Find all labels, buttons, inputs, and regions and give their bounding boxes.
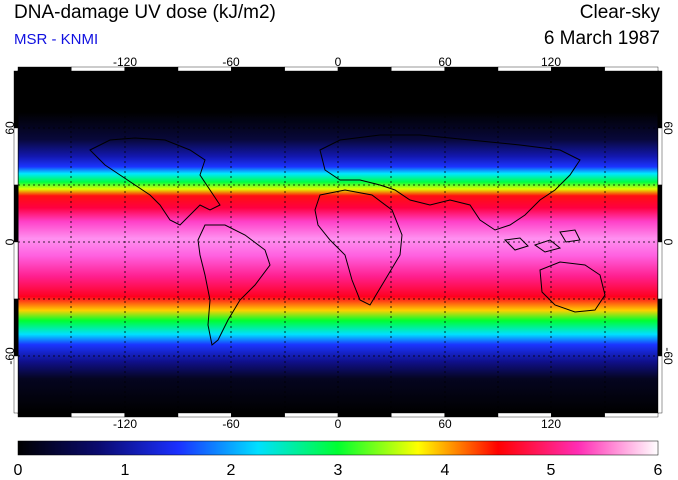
frame-segment (604, 66, 659, 72)
frame-segment (391, 412, 445, 418)
lat-labels-left: 60 0 -60 (3, 121, 17, 365)
frame-segment (444, 66, 499, 72)
lon-label-top: 120 (541, 55, 561, 69)
frame-segment (337, 412, 392, 418)
frame-segment (13, 70, 19, 129)
lon-label-top: 60 (438, 55, 452, 69)
lat-labels-right: 60 0 -60 (661, 121, 675, 365)
colorbar-tick-label: 5 (547, 462, 556, 479)
frame-segment (657, 70, 663, 129)
frame-segment (657, 241, 663, 300)
colorbar-labels: 0 1 2 3 4 5 6 (14, 462, 663, 479)
lon-label-bottom: -120 (113, 417, 137, 431)
lon-label-bottom: -60 (222, 417, 240, 431)
lat-label-left: 0 (3, 238, 17, 245)
frame-segment (17, 412, 72, 418)
map-date: 6 March 1987 (543, 28, 660, 49)
frame-segment (657, 355, 663, 414)
frame-segment (17, 66, 72, 72)
lat-label-right: 60 (661, 121, 675, 135)
lon-label-bottom: 0 (335, 417, 342, 431)
coastline-north-america (89, 137, 221, 226)
lon-labels-bottom: -120 -60 0 60 120 (113, 417, 561, 431)
frame-segment (284, 412, 339, 418)
lon-label-bottom: 60 (438, 417, 452, 431)
lon-label-top: 0 (335, 55, 342, 69)
lat-label-right: -60 (661, 347, 675, 365)
coastline-australia (539, 261, 606, 313)
frame-segment (13, 355, 19, 414)
lat-label-left: 60 (3, 121, 17, 135)
lon-label-top: -120 (113, 55, 137, 69)
lon-label-top: -60 (222, 55, 240, 69)
lat-label-left: -60 (3, 347, 17, 365)
colorbar-tick-label: 0 (14, 462, 23, 479)
colorbar-tick-label: 2 (227, 462, 236, 479)
colorbar (17, 440, 659, 456)
frame-segment (337, 66, 392, 72)
frame-segment (13, 127, 19, 186)
coastline-south-america (197, 224, 271, 346)
lon-label-bottom: 120 (541, 417, 561, 431)
coastline-africa (314, 189, 403, 306)
sky-condition: Clear-sky (579, 2, 660, 23)
graticule (18, 71, 658, 413)
frame-segment (604, 412, 659, 418)
frame-segment (657, 127, 663, 186)
lon-labels-top: -120 -60 0 60 120 (113, 55, 561, 69)
map-source: MSR - KNMI (14, 31, 99, 48)
colorbar-tick-label: 3 (334, 462, 343, 479)
colorbar-tick-label: 1 (121, 462, 130, 479)
frame-segment (13, 241, 19, 300)
frame-segment (657, 184, 663, 243)
frame-segment (284, 66, 339, 72)
colorbar-tick-label: 4 (441, 462, 450, 479)
frame-segment (391, 66, 445, 72)
map-frame (13, 66, 663, 418)
frame-segment (444, 412, 499, 418)
colorbar-tick-label: 6 (654, 462, 663, 479)
map-title: DNA-damage UV dose (kJ/m2) (14, 2, 276, 23)
frame-segment (13, 184, 19, 243)
lat-label-right: 0 (661, 239, 675, 246)
